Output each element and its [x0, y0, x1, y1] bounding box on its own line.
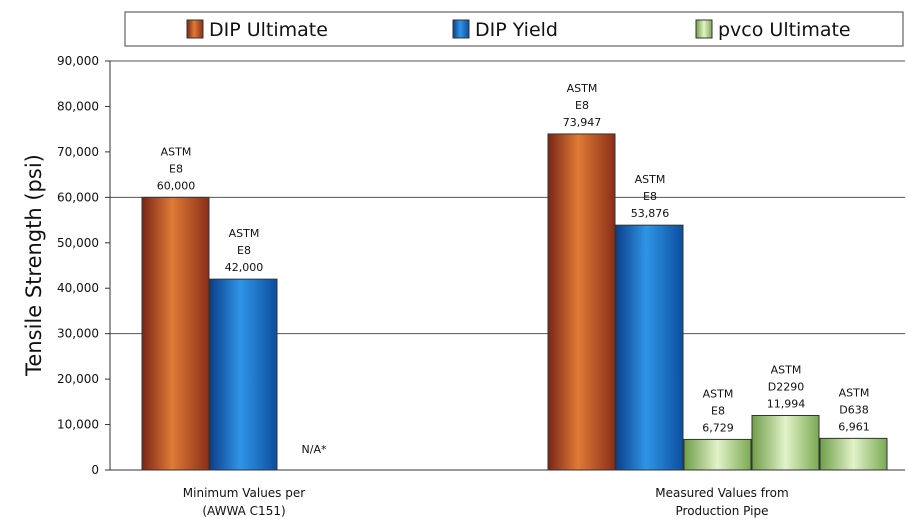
y-tick-label: 30,000 — [57, 327, 99, 341]
data-label: ASTM — [161, 145, 192, 158]
y-tick-label: 20,000 — [57, 372, 99, 386]
legend-swatch — [452, 19, 470, 39]
data-label: 11,994 — [767, 397, 806, 410]
data-label: ASTM — [703, 387, 734, 400]
data-labels: ASTM E8 60,000 ASTM E8 42,000 ASTM E8 73,947 ASTM… — [157, 82, 870, 456]
data-label: 53,876 — [631, 207, 670, 220]
bars — [141, 133, 888, 471]
data-label: D638 — [839, 403, 868, 416]
data-label: 60,000 — [157, 179, 196, 192]
data-label: E8 — [711, 404, 725, 417]
data-label: ASTM — [839, 386, 870, 399]
data-label: E8 — [237, 244, 251, 257]
y-tick-label: 0 — [91, 463, 99, 477]
bar-pvco-ultimate — [819, 437, 888, 471]
y-tick-label: 60,000 — [57, 190, 99, 204]
y-axis-title: Tensile Strength (psi) — [22, 154, 46, 377]
legend-swatch — [695, 19, 713, 39]
data-label: 73,947 — [563, 116, 602, 129]
legend-label: DIP Yield — [475, 19, 558, 41]
data-label: D2290 — [768, 380, 804, 393]
data-label: 6,729 — [702, 421, 734, 434]
data-label: E8 — [643, 190, 657, 203]
y-tick-label: 70,000 — [57, 145, 99, 159]
bar-dip-ultimate — [547, 133, 616, 471]
category-label: Production Pipe — [676, 504, 769, 518]
category-label: Measured Values from — [655, 486, 788, 500]
data-label: ASTM — [771, 363, 802, 376]
x-axis-categories: Minimum Values per (AWWA C151) Measured Va… — [183, 486, 789, 518]
bar-dip-yield — [615, 224, 684, 471]
legend-label: pvco Ultimate — [718, 19, 851, 41]
category-label: Minimum Values per — [183, 486, 305, 500]
data-label: ASTM — [635, 173, 666, 186]
category-label: (AWWA C151) — [202, 504, 285, 518]
y-tick-label: 50,000 — [57, 236, 99, 250]
y-tick-label: 10,000 — [57, 418, 99, 432]
data-label: 6,961 — [838, 420, 870, 433]
legend-swatch — [186, 19, 204, 39]
legend-label: DIP Ultimate — [209, 19, 328, 41]
y-tick-label: 80,000 — [57, 99, 99, 113]
data-label: ASTM — [567, 82, 598, 95]
y-tick-label: 40,000 — [57, 281, 99, 295]
annotation-na: N/A* — [302, 443, 327, 456]
legend-box — [124, 11, 904, 47]
bar-pvco-ultimate — [751, 414, 820, 471]
data-label: ASTM — [229, 227, 260, 240]
bar-dip-ultimate — [141, 196, 210, 471]
bar-pvco-ultimate — [683, 438, 752, 471]
y-tick-label: 90,000 — [57, 54, 99, 68]
legend: DIP Ultimate DIP Yield pvco Ultimate — [124, 11, 904, 47]
y-axis: 0 10,000 20,000 30,000 40,000 50,000 60,000 70,… — [57, 54, 905, 477]
data-label: E8 — [169, 162, 183, 175]
data-label: 42,000 — [225, 261, 264, 274]
data-label: E8 — [575, 99, 589, 112]
bar-dip-yield — [209, 278, 278, 471]
